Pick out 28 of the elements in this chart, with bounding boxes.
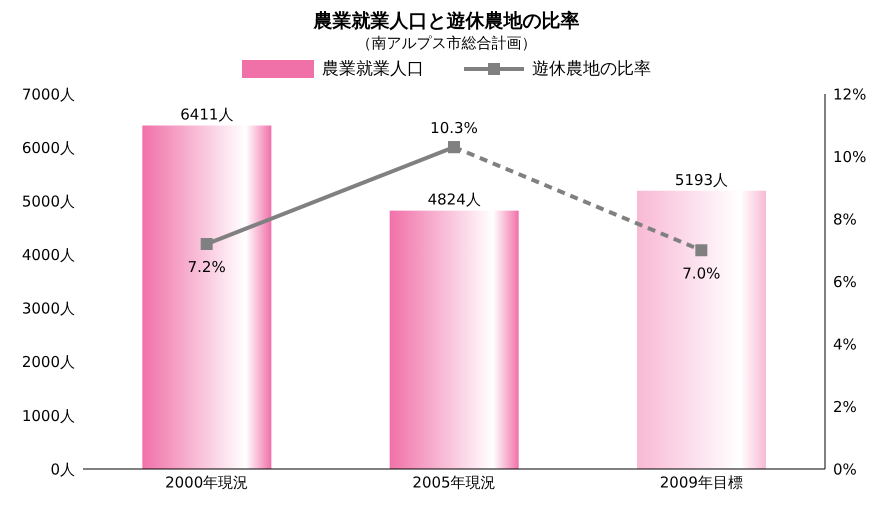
x-tick-label: 2009年目標	[660, 474, 743, 492]
legend-label: 遊休農地の比率	[532, 58, 651, 80]
y2-tick-label: 12%	[833, 85, 866, 104]
y-tick-label: 5000人	[22, 192, 75, 210]
x-tick-label: 2005年現況	[412, 474, 496, 492]
chart-title: 農業就業人口と遊休農地の比率	[312, 9, 580, 34]
y-tick-label: 1000人	[22, 406, 75, 425]
y2-tick-label: 2%	[833, 398, 857, 416]
y2-tick-label: 6%	[833, 272, 857, 291]
x-tick-label: 2000年現況	[165, 474, 248, 492]
y-tick-label: 3000人	[22, 300, 75, 318]
chart-subtitle: （南アルプス市総合計画）	[356, 34, 538, 53]
data-label: 4824人	[428, 190, 481, 209]
y-tick-label: 4000人	[22, 246, 75, 264]
legend-label: 農業就業人口	[322, 58, 424, 80]
y2-tick-label: 0%	[833, 460, 857, 478]
data-label: 7.0%	[682, 264, 720, 282]
y2-tick-label: 10%	[833, 148, 866, 166]
data-label: 7.2%	[188, 258, 226, 276]
y2-tick-label: 8%	[833, 210, 857, 228]
data-label: 10.3%	[430, 119, 478, 138]
data-label: 6411人	[180, 106, 234, 124]
y-tick-label: 2000人	[22, 353, 75, 372]
y-tick-label: 0人	[50, 460, 75, 478]
y2-tick-label: 4%	[833, 335, 857, 354]
y-tick-label: 6000人	[22, 138, 75, 157]
data-label: 5193人	[674, 170, 728, 189]
y-tick-label: 7000人	[22, 85, 75, 104]
